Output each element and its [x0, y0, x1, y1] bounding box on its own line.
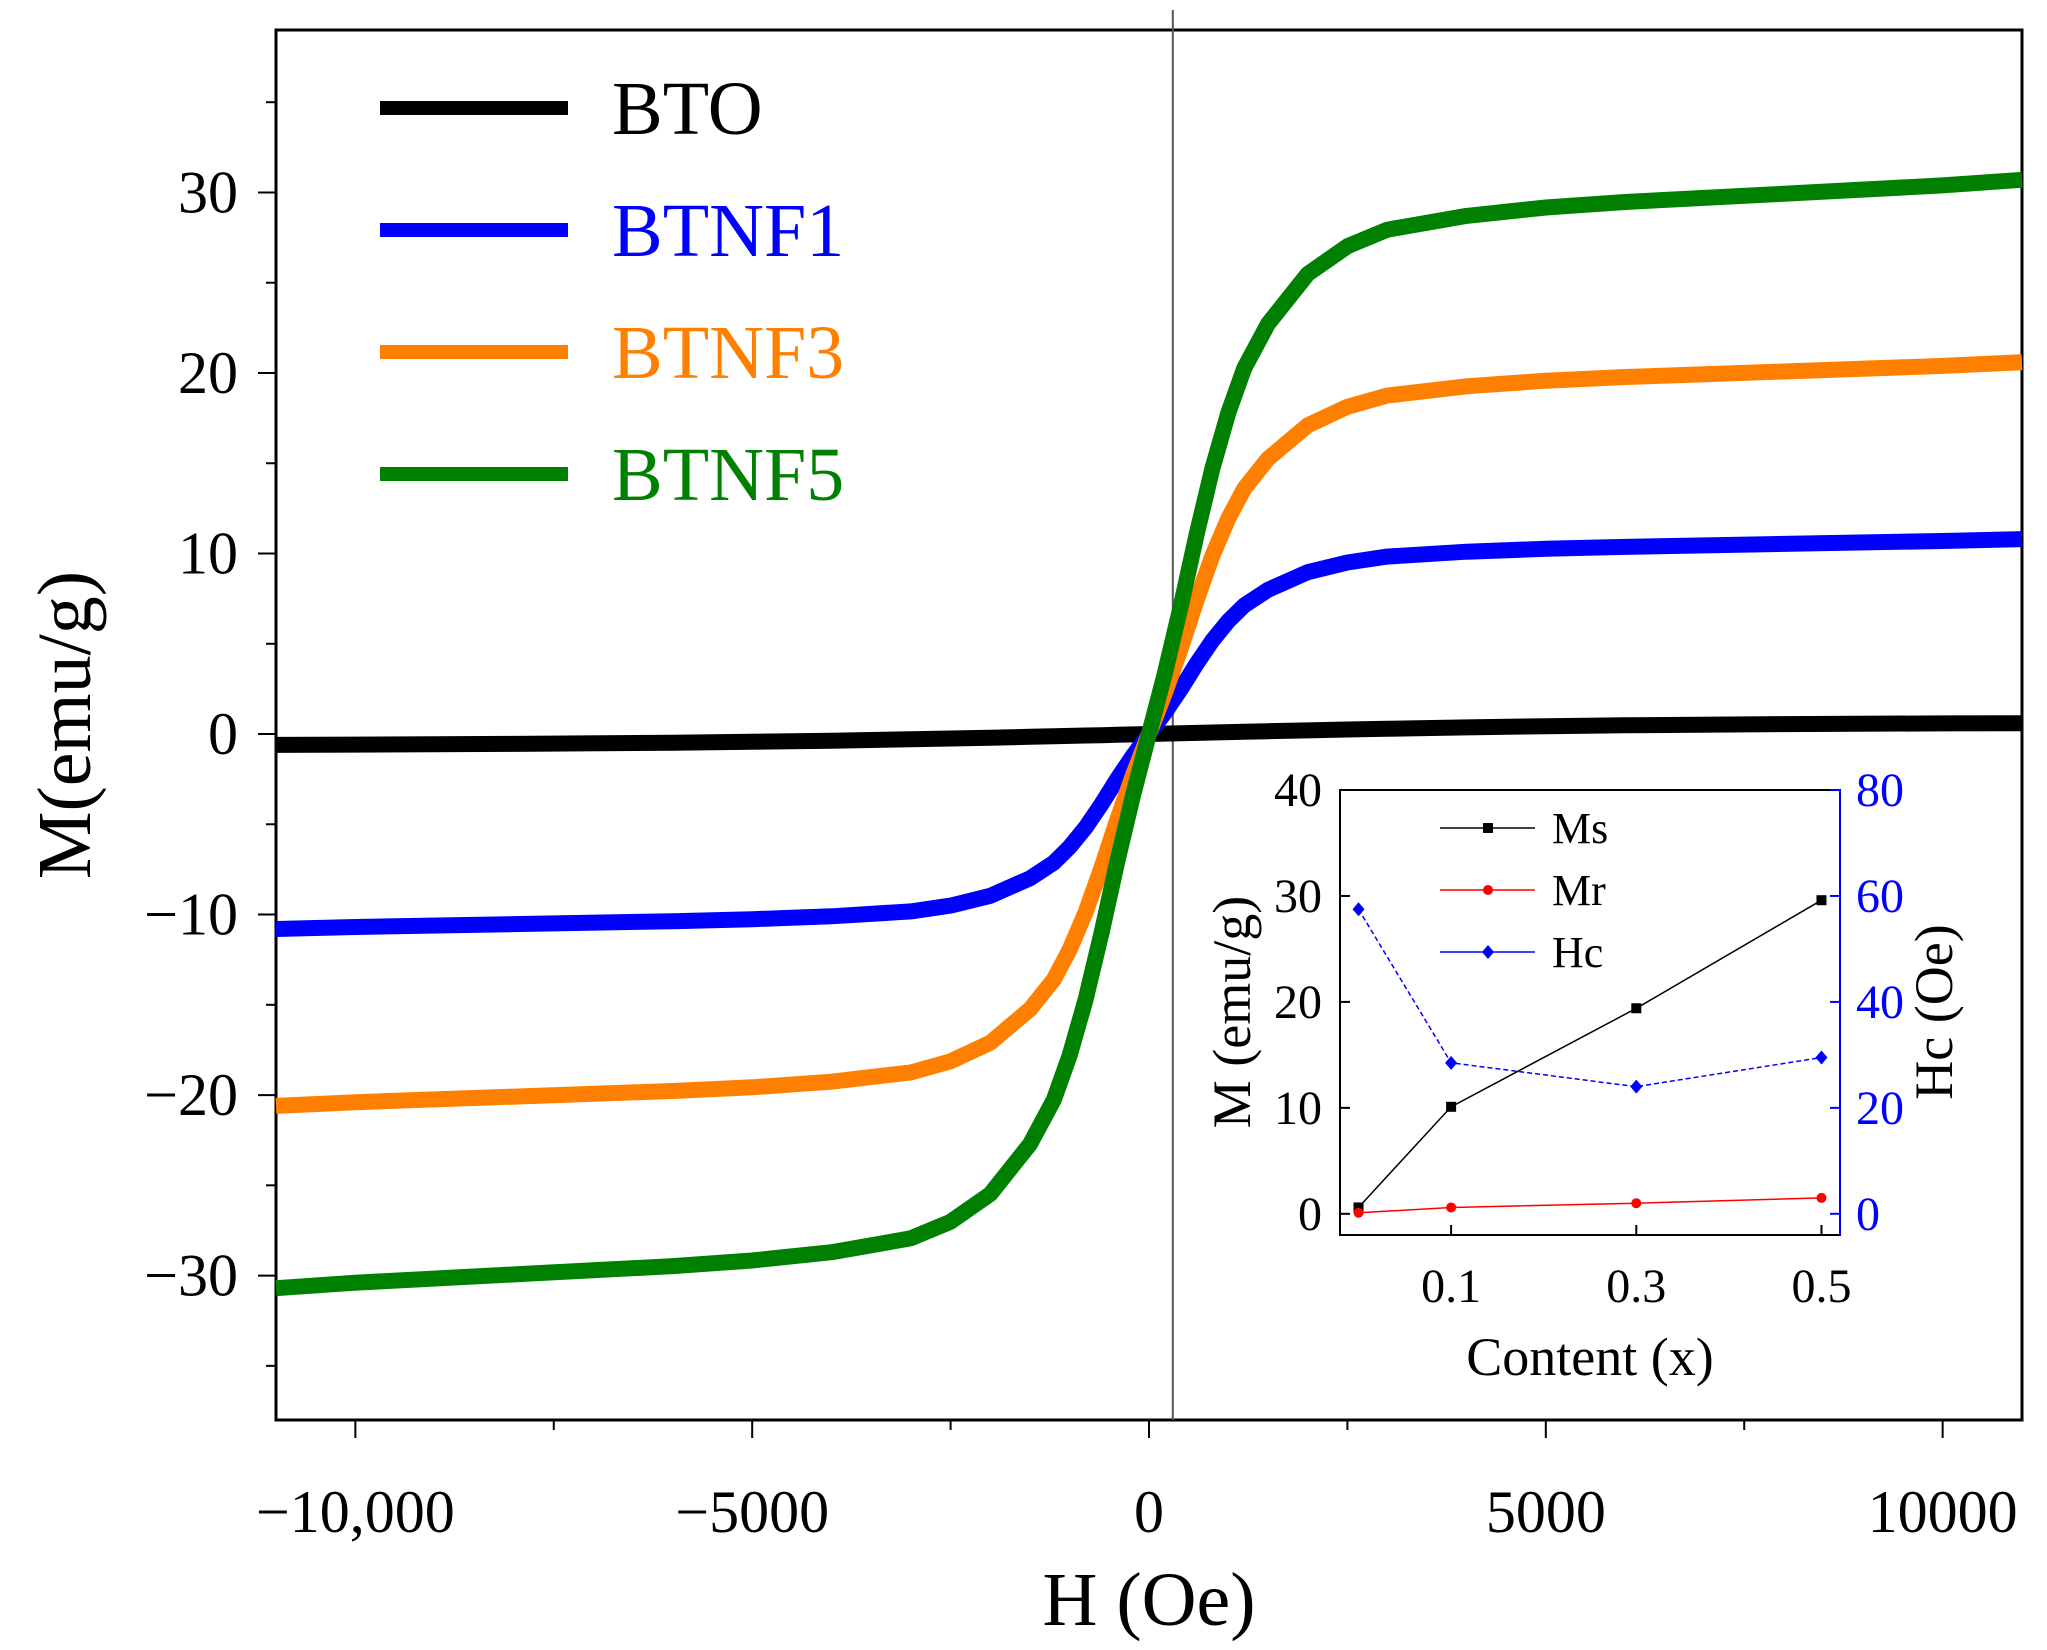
inset-right-tick-label: 20: [1856, 1082, 1904, 1135]
inset-right-tick-label: 60: [1856, 870, 1904, 923]
x-tick-label: −10,000: [256, 1479, 455, 1545]
y-tick-label: −20: [144, 1062, 238, 1128]
legend-label-btnf3: BTNF3: [612, 311, 844, 395]
inset-legend: Ms Mr Hc: [1440, 804, 1608, 977]
inset-legend-label-hc: Hc: [1552, 928, 1603, 977]
inset-right-tick-label: 80: [1856, 764, 1904, 817]
inset-y-tick-label: 20: [1274, 976, 1322, 1029]
legend-label-btnf5: BTNF5: [612, 433, 844, 517]
inset-right-axis-label: Hc (Oe): [1904, 924, 1964, 1099]
inset-point-hc: [1445, 1055, 1458, 1070]
main-curves: [275, 171, 2023, 1297]
inset-point-ms: [1353, 1202, 1364, 1213]
inset-point-hc: [1630, 1079, 1643, 1094]
legend-label-bto: BTO: [612, 67, 763, 151]
inset-axis-ticks: [1340, 789, 1840, 1235]
inset-legend-marker-hc: [1482, 945, 1494, 959]
x-tick-label: 5000: [1486, 1479, 1606, 1545]
inset-legend-label-ms: Ms: [1552, 804, 1608, 853]
inset-legend-marker-ms: [1483, 823, 1493, 833]
y-tick-label: −10: [144, 882, 238, 948]
inset-x-tick-label: 0.3: [1606, 1260, 1666, 1313]
inset-right-tick-label: 40: [1856, 976, 1904, 1029]
y-tick-label: 20: [178, 340, 238, 406]
main-tick-labels: −10,000 −5000 0 5000 10000 −30 −20 −10 0 10 20 30: [144, 159, 2017, 1545]
inset-point-ms: [1816, 895, 1827, 906]
inset-y-tick-label: 10: [1274, 1082, 1322, 1135]
inset-point-ms: [1631, 1003, 1642, 1014]
inset-point-mr: [1631, 1198, 1642, 1209]
main-y-axis-label: M(emu/g): [23, 571, 107, 879]
main-x-axis-label: H (Oe): [1042, 1558, 1255, 1642]
x-tick-label: 10000: [1868, 1479, 2018, 1545]
inset-plot-frame: [1339, 789, 1841, 1236]
inset-y-axis-label: M (emu/g): [1202, 896, 1262, 1128]
inset-line-ms: [1357, 899, 1822, 1209]
inset-y-tick-label: 40: [1274, 764, 1322, 817]
inset-point-hc: [1352, 902, 1365, 917]
y-tick-label: −30: [144, 1243, 238, 1309]
inset-x-tick-label: 0.5: [1791, 1260, 1851, 1313]
inset-series: [1352, 895, 1828, 1218]
inset-point-mr: [1446, 1202, 1457, 1213]
y-tick-label: 10: [178, 521, 238, 587]
inset-point-mr: [1353, 1207, 1364, 1218]
inset-legend-marker-mr: [1483, 885, 1493, 895]
curve-btnf5: [275, 171, 2023, 1297]
y-tick-label: 30: [178, 159, 238, 225]
x-tick-label: 0: [1134, 1479, 1164, 1545]
inset-point-hc: [1815, 1050, 1828, 1065]
inset-line-mr: [1358, 1197, 1822, 1214]
inset-x-axis-label: Content (x): [1466, 1327, 1713, 1387]
y-tick-label: 0: [208, 701, 238, 767]
main-legend: BTO BTNF1 BTNF3 BTNF5: [380, 67, 844, 517]
inset-y-tick-label: 30: [1274, 870, 1322, 923]
inset-y-tick-label: 0: [1298, 1188, 1322, 1241]
x-tick-label: −5000: [675, 1479, 829, 1545]
legend-label-btnf1: BTNF1: [612, 189, 844, 273]
inset-line-hc: [1357, 908, 1822, 1088]
inset-point-ms: [1446, 1101, 1457, 1112]
inset-right-tick-label: 0: [1856, 1188, 1880, 1241]
inset-legend-label-mr: Mr: [1552, 866, 1606, 915]
inset-point-mr: [1816, 1192, 1827, 1203]
inset-x-tick-label: 0.1: [1421, 1260, 1481, 1313]
main-axis-ticks: [258, 101, 1944, 1438]
